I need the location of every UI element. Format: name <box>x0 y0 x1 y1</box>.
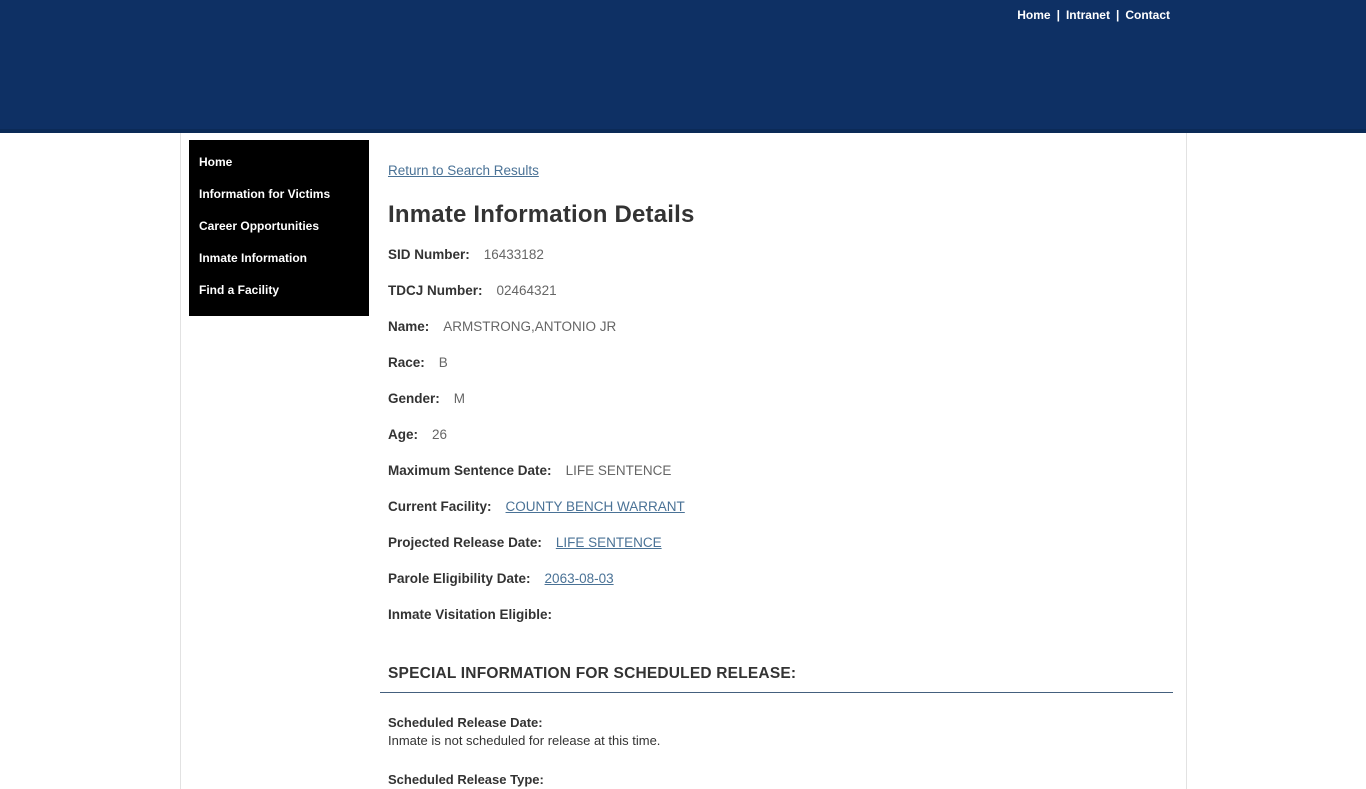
site-header: Home | Intranet | Contact <box>0 0 1366 133</box>
top-nav-home-link[interactable]: Home <box>1017 8 1051 22</box>
top-nav: Home | Intranet | Contact <box>1017 8 1170 22</box>
field-row: TDCJ Number: 02464321 <box>388 283 1173 299</box>
inmate-fields: SID Number: 16433182 TDCJ Number: 02464321… <box>388 247 1173 623</box>
field-value: ARMSTRONG,ANTONIO JR <box>443 319 617 334</box>
field-value: LIFE SENTENCE <box>565 463 672 478</box>
main-content: Return to Search Results Inmate Informat… <box>380 133 1173 789</box>
special-item-label: Scheduled Release Date: <box>388 715 543 730</box>
field-label: Parole Eligibility Date: <box>388 571 531 586</box>
special-release-section: SPECIAL INFORMATION FOR SCHEDULED RELEAS… <box>380 665 1173 789</box>
sidebar-item[interactable]: Career Opportunities <box>199 219 320 233</box>
page-title: Inmate Information Details <box>388 201 695 228</box>
sidebar-menu: Home Information for Victims Career Oppo… <box>189 140 369 316</box>
field-value-link[interactable]: 2063-08-03 <box>544 571 614 586</box>
field-value-link[interactable]: LIFE SENTENCE <box>555 535 662 550</box>
field-label: Gender: <box>388 391 440 406</box>
field-value: B <box>438 355 448 370</box>
sidebar-item[interactable]: Information for Victims <box>199 187 331 201</box>
field-label: Current Facility: <box>388 499 492 514</box>
field-row: SID Number: 16433182 <box>388 247 1173 263</box>
field-value: 02464321 <box>496 283 557 298</box>
field-row: Gender: M <box>388 391 1173 407</box>
field-label: SID Number: <box>388 247 470 262</box>
sidebar-item[interactable]: Find a Facility <box>199 283 280 297</box>
field-value-link[interactable]: COUNTY BENCH WARRANT <box>505 499 685 514</box>
field-label: TDCJ Number: <box>388 283 483 298</box>
field-row: Current Facility: COUNTY BENCH WARRANT <box>388 499 1173 515</box>
return-to-search-link[interactable]: Return to Search Results <box>388 163 539 178</box>
nav-separator: | <box>1056 8 1060 22</box>
field-label: Inmate Visitation Eligible: <box>388 607 553 622</box>
field-row: Inmate Visitation Eligible: <box>388 607 1173 623</box>
field-label: Name: <box>388 319 430 334</box>
field-value: M <box>453 391 466 406</box>
special-item-text: Inmate is not scheduled for release at t… <box>388 733 661 748</box>
sidebar-item[interactable]: Home <box>199 155 233 169</box>
field-row: Maximum Sentence Date: LIFE SENTENCE <box>388 463 1173 479</box>
field-value: 26 <box>432 427 448 442</box>
field-label: Race: <box>388 355 425 370</box>
field-row: Name: ARMSTRONG,ANTONIO JR <box>388 319 1173 335</box>
field-row: Race: B <box>388 355 1173 371</box>
special-item: Scheduled Release Type: <box>388 771 1173 789</box>
top-nav-intranet-link[interactable]: Intranet <box>1065 8 1110 22</box>
field-row: Parole Eligibility Date: 2063-08-03 <box>388 571 1173 587</box>
sidebar-item[interactable]: Inmate Information <box>199 251 308 265</box>
special-item: Scheduled Release Date: Inmate is not sc… <box>388 714 1173 750</box>
nav-separator: | <box>1115 8 1120 22</box>
field-value: 16433182 <box>483 247 544 262</box>
field-row: Age: 26 <box>388 427 1173 443</box>
field-row: Projected Release Date: LIFE SENTENCE <box>388 535 1173 551</box>
field-label: Age: <box>388 427 418 442</box>
field-label: Projected Release Date: <box>388 535 542 550</box>
field-label: Maximum Sentence Date: <box>388 463 552 478</box>
top-nav-contact-link[interactable]: Contact <box>1125 8 1170 22</box>
page-container: Home Information for Victims Career Oppo… <box>180 133 1187 789</box>
special-item-label: Scheduled Release Type: <box>388 772 544 787</box>
special-section-heading: SPECIAL INFORMATION FOR SCHEDULED RELEAS… <box>380 665 1173 693</box>
